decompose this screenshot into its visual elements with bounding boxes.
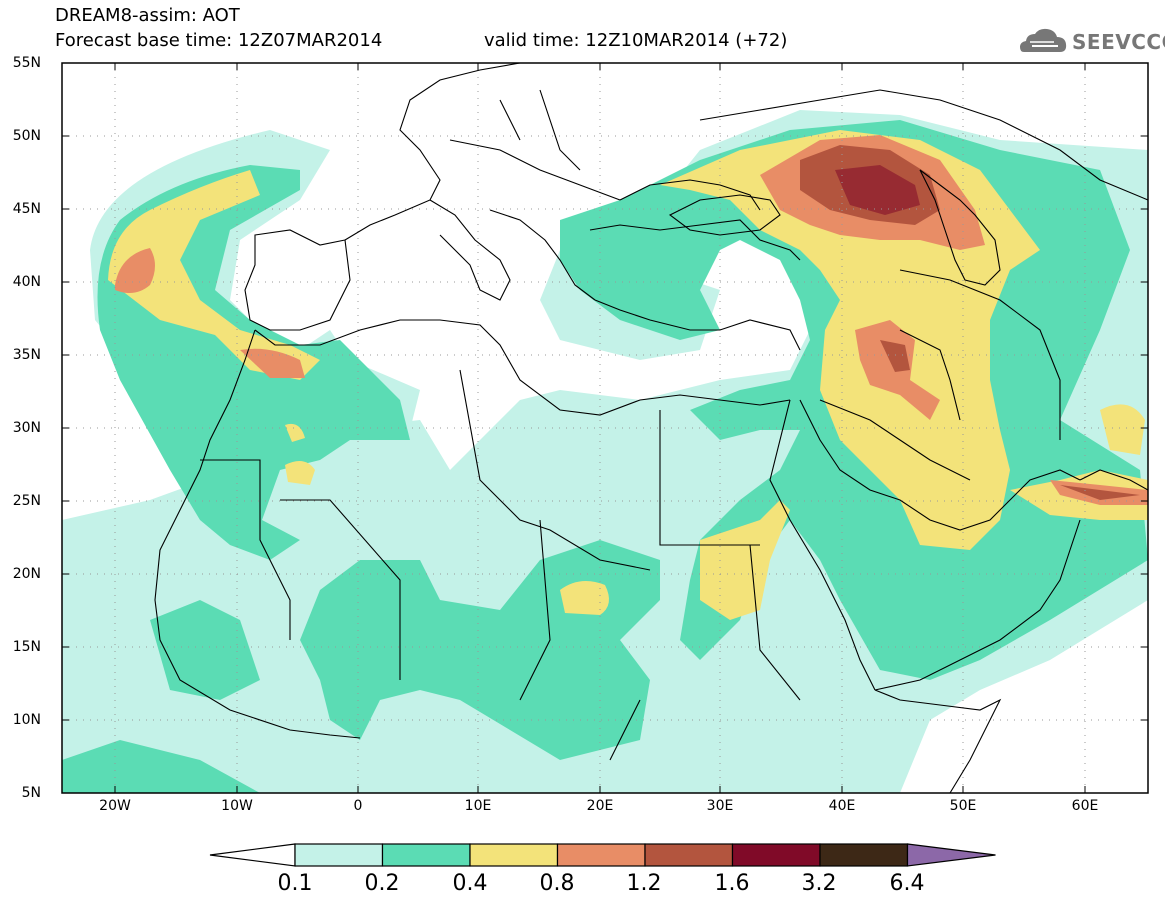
lat-label: 50N [12,128,41,144]
lon-label: 0 [353,798,363,814]
lon-label: 50E [949,798,977,814]
lon-label: 20E [586,798,614,814]
colorbar-label: 1.6 [714,871,750,896]
forecast-base-time: Forecast base time: 12Z07MAR2014 [55,30,383,51]
colorbar-label: 1.2 [626,871,662,896]
lat-label: 35N [12,347,41,363]
lat-label: 25N [12,493,41,509]
lon-label: 20W [99,798,131,814]
coastlines [154,63,1148,793]
lat-label: 15N [12,639,41,655]
lat-label: 55N [12,55,41,71]
lat-label: 45N [12,201,41,217]
lat-label: 10N [12,712,41,728]
lat-label: 30N [12,420,41,436]
grid-lines [62,63,1148,793]
tick-marks [62,63,1148,793]
colorbar-label: 0.2 [364,871,400,896]
cloud-icon [1020,28,1067,52]
lon-label: 40E [828,798,856,814]
colorbar-label: 0.4 [452,871,488,896]
colorbar-label: 0.1 [277,871,313,896]
valid-time: valid time: 12Z10MAR2014 (+72) [484,30,788,51]
colorbar-label: 6.4 [889,871,925,896]
lon-label: 10W [221,798,253,814]
aot-field [62,110,1148,793]
chart-title: DREAM8-assim: AOT [55,5,240,26]
lon-label: 60E [1071,798,1099,814]
lat-label: 5N [21,785,41,801]
lon-label: 10E [464,798,492,814]
lon-label: 30E [706,798,734,814]
logo-text: SEEVCCC [1072,30,1165,54]
lat-label: 20N [12,566,41,582]
colorbar-label: 3.2 [801,871,837,896]
colorbar-label: 0.8 [539,871,575,896]
lat-label: 40N [12,274,41,290]
